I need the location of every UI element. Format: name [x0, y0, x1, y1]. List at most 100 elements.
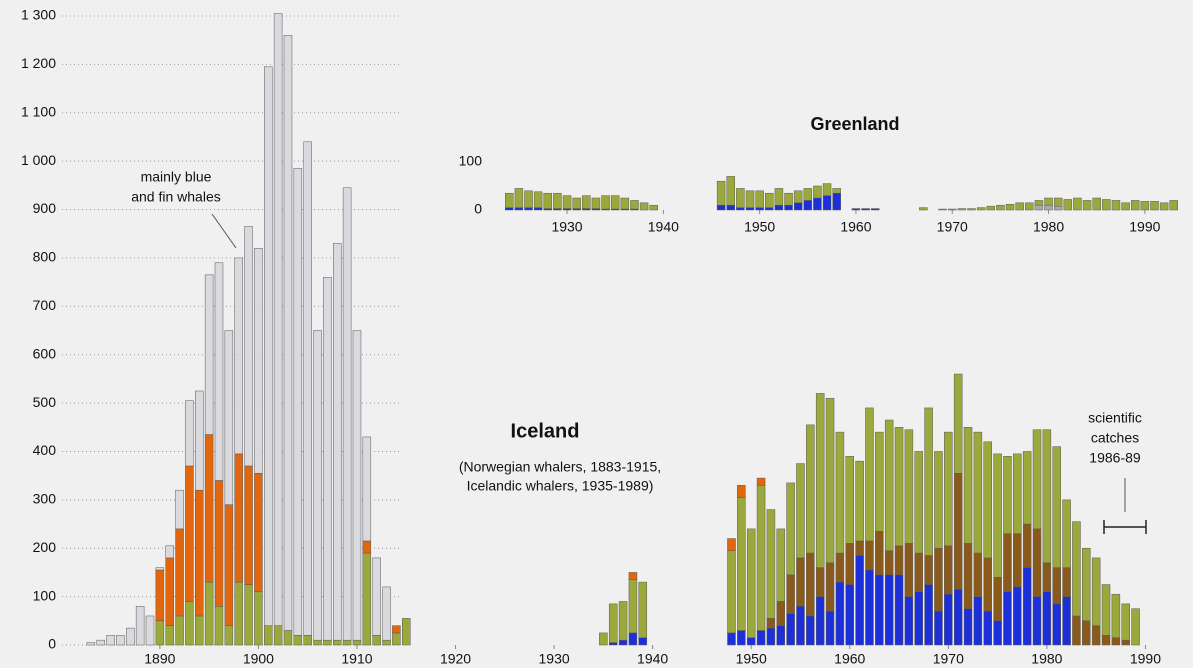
bar-segment: [815, 393, 825, 568]
bar-segment: [766, 627, 776, 646]
bar-segment: [323, 639, 332, 646]
bar-segment: [214, 480, 224, 607]
bar-segment: [755, 207, 764, 211]
bar-segment: [175, 615, 184, 646]
bar-segment: [1063, 199, 1073, 211]
bar-segment: [234, 453, 243, 583]
bar-segment: [996, 204, 1005, 211]
bar-segment: [599, 632, 608, 646]
bar-segment: [806, 615, 815, 646]
bar-segment: [1032, 528, 1042, 597]
bar-segment: [904, 596, 914, 646]
bar-segment: [392, 632, 401, 646]
bar-segment: [283, 630, 293, 646]
bar-segment: [254, 472, 263, 593]
bar-segment: [283, 35, 293, 631]
bar-segment: [924, 584, 933, 646]
y-tick-label: 0: [48, 636, 56, 652]
bar-segment: [401, 618, 411, 646]
bar-segment: [1052, 603, 1061, 646]
bar-segment: [944, 545, 953, 595]
bar-segment: [914, 591, 923, 646]
bar-segment: [1073, 197, 1082, 211]
bar-segment: [737, 485, 746, 498]
bar-segment: [1111, 593, 1121, 638]
bar-segment: [1072, 615, 1081, 646]
bar-segment: [1042, 591, 1052, 646]
bar-segment: [875, 574, 884, 646]
bar-segment: [116, 635, 125, 646]
bar-segment: [835, 431, 845, 554]
bar-segment: [716, 204, 726, 211]
bar-segment: [963, 608, 973, 646]
bar-segment: [765, 207, 774, 211]
bar-segment: [1121, 639, 1130, 646]
annotation: (Norwegian whalers, 1883-1915,: [459, 459, 661, 475]
bar-segment: [1140, 201, 1150, 211]
x-tick-label: 1960: [840, 219, 871, 235]
bar-segment: [851, 208, 861, 211]
bar-segment: [803, 200, 813, 211]
bar-segment: [835, 581, 845, 646]
bar-segment: [822, 183, 832, 196]
bar-segment: [195, 390, 204, 491]
bar-segment: [273, 625, 283, 646]
bar-segment: [372, 557, 381, 636]
bar-segment: [582, 195, 591, 209]
bar-segment: [1062, 567, 1071, 597]
bar-segment: [1053, 197, 1063, 207]
bar-segment: [1013, 586, 1022, 646]
bar-segment: [914, 552, 923, 593]
bar-segment: [1082, 620, 1091, 646]
x-tick-label: 1970: [937, 219, 968, 235]
y-tick-label: 1 100: [21, 103, 56, 119]
bar-segment: [533, 207, 543, 211]
x-tick-label: 1950: [736, 651, 767, 667]
bar-segment: [726, 204, 736, 211]
bar-segment: [244, 226, 253, 467]
bar-segment: [342, 187, 352, 641]
bar-segment: [155, 569, 165, 622]
x-tick-label: 1960: [834, 651, 865, 667]
bar-segment: [195, 615, 204, 646]
bar-segment: [919, 207, 928, 211]
bar-segment: [382, 639, 391, 646]
bar-segment: [628, 572, 638, 580]
bar-segment: [264, 66, 273, 626]
bar-segment: [1072, 521, 1081, 617]
bar-segment: [135, 606, 145, 646]
y-tick-label: 700: [33, 297, 57, 313]
bar-segment: [165, 557, 174, 626]
bar-segment: [303, 635, 312, 646]
bar-segment: [894, 574, 904, 646]
bar-segment: [924, 555, 933, 585]
bar-segment: [736, 188, 745, 208]
bar-segment: [784, 204, 793, 211]
bar-segment: [244, 584, 253, 646]
bar-segment: [865, 569, 874, 646]
bar-segment: [745, 190, 755, 208]
bar-segment: [1022, 567, 1032, 646]
bar-segment: [993, 620, 1002, 646]
x-tick-label: 1990: [1129, 219, 1160, 235]
annotation: catches: [1091, 430, 1139, 446]
bar-segment: [774, 188, 784, 206]
bar-segment: [254, 247, 263, 474]
bar-segment: [362, 552, 372, 646]
bar-segment: [591, 197, 601, 209]
bar-segment: [776, 601, 786, 626]
bar-segment: [628, 579, 638, 634]
bar-segment: [86, 642, 96, 646]
bar-segment: [845, 456, 855, 544]
bar-segment: [904, 543, 914, 597]
bar-segment: [204, 581, 214, 646]
bar-segment: [126, 627, 135, 646]
bar-segment: [1003, 591, 1012, 646]
bar-segment: [934, 451, 943, 549]
bar-segment: [572, 197, 581, 209]
bar-segment: [1121, 603, 1130, 641]
bar-segment: [1025, 202, 1034, 211]
bar-segment: [796, 557, 805, 607]
bar-segment: [745, 207, 755, 211]
bar-segment: [608, 642, 618, 646]
